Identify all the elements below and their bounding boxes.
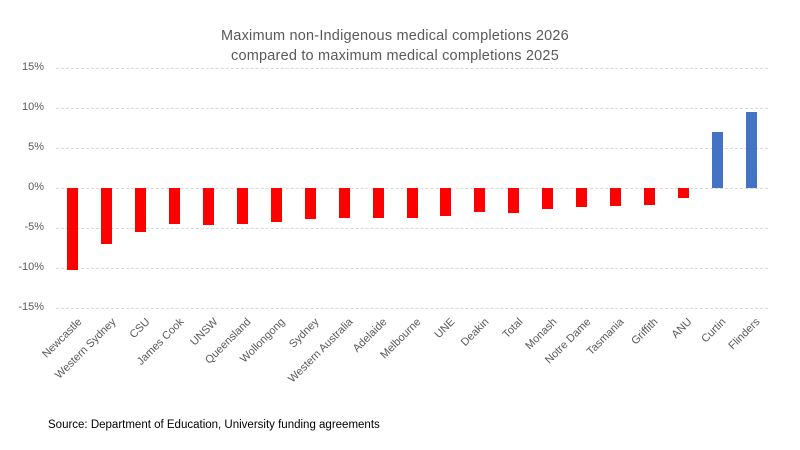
gridline-neg10pct	[56, 268, 768, 269]
bar-unsw	[203, 188, 215, 225]
bar-adelaide	[372, 188, 384, 218]
bar-anu	[677, 188, 689, 198]
gridline-5pct	[56, 148, 768, 149]
gridline-neg15pct	[56, 308, 768, 309]
bar-newcastle	[67, 188, 79, 270]
y-axis-tick-label: 10%	[21, 101, 44, 113]
bar-melbourne	[406, 188, 418, 218]
bar-notre-dame	[576, 188, 588, 208]
y-axis-tick-label: -15%	[18, 301, 44, 313]
y-axis-tick-label: 15%	[21, 61, 44, 73]
bar-wollongong	[270, 188, 282, 223]
bar-monash	[542, 188, 554, 209]
chart-title: Maximum non-Indigenous medical completio…	[0, 26, 790, 66]
y-axis-tick-label: -5%	[24, 221, 44, 233]
bar-sydney	[304, 188, 316, 220]
chart-title-line1: Maximum non-Indigenous medical completio…	[221, 28, 569, 44]
gridline-15pct	[56, 68, 768, 69]
y-axis-tick-label: 0%	[28, 181, 44, 193]
source-note: Source: Department of Education, Univers…	[48, 419, 380, 431]
bar-curtin	[711, 132, 723, 188]
bar-une	[440, 188, 452, 216]
bar-csu	[135, 188, 147, 232]
bar-flinders	[745, 112, 757, 188]
bar-western-australia	[338, 188, 350, 219]
bar-queensland	[236, 188, 248, 224]
bar-griffith	[643, 188, 655, 205]
bar-western-sydney	[101, 188, 113, 244]
gridline-10pct	[56, 108, 768, 109]
chart-title-line2: compared to maximum medical completions …	[231, 48, 559, 64]
bar-deakin	[474, 188, 486, 212]
y-axis-tick-label: 5%	[28, 141, 44, 153]
bar-tasmania	[609, 188, 621, 206]
bar-total	[508, 188, 520, 213]
y-axis-tick-label: -10%	[18, 261, 44, 273]
gridline-neg5pct	[56, 228, 768, 229]
bar-james-cook	[169, 188, 181, 224]
